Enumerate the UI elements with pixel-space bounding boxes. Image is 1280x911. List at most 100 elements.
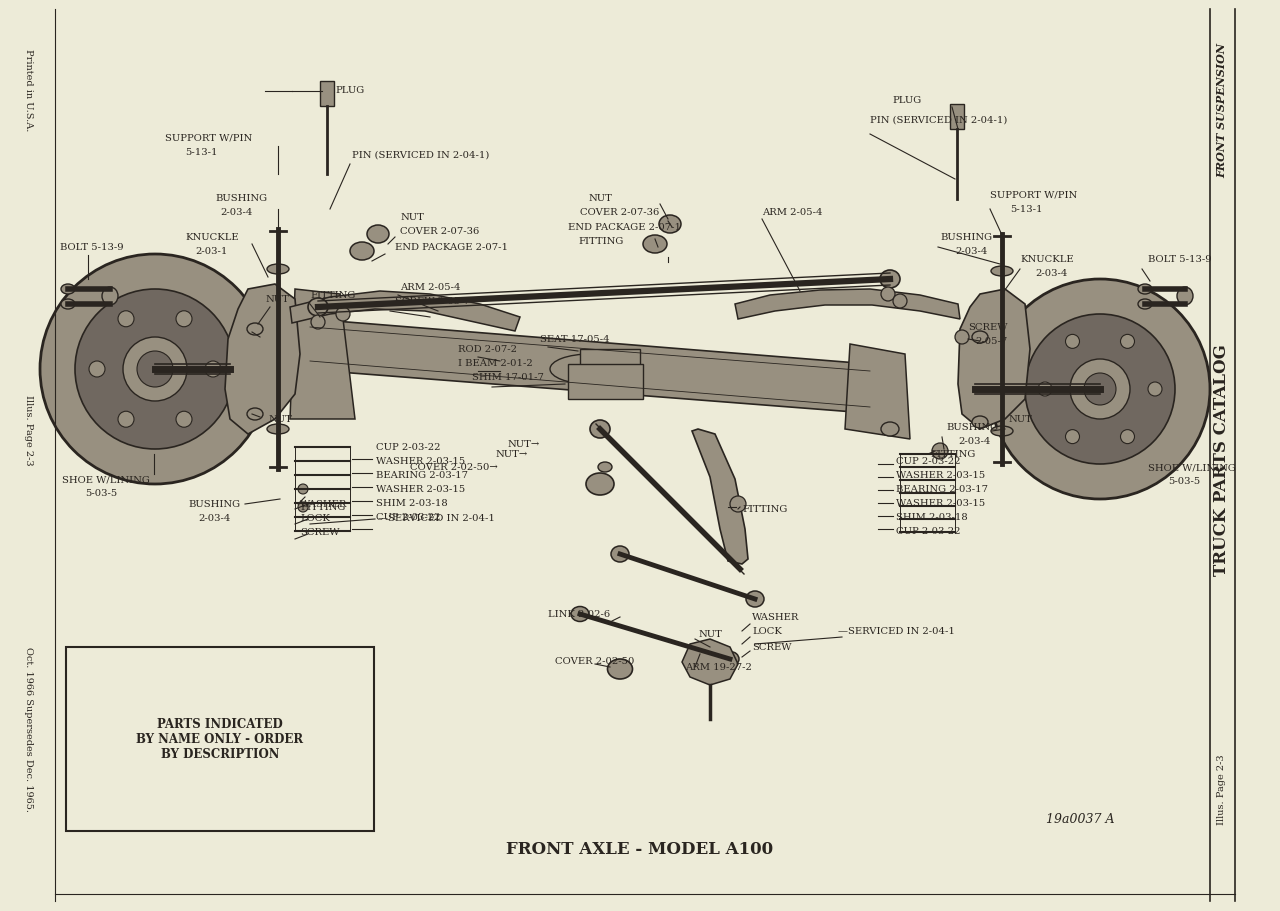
Ellipse shape: [991, 426, 1012, 436]
Text: FITTING: FITTING: [310, 291, 356, 299]
Text: NUT→: NUT→: [495, 450, 529, 459]
Circle shape: [1065, 335, 1079, 349]
Text: END PACKAGE 2-07-1: END PACKAGE 2-07-1: [568, 223, 681, 232]
Text: SCREW: SCREW: [968, 323, 1007, 333]
Text: —SERVICED IN 2-04-1: —SERVICED IN 2-04-1: [838, 627, 955, 636]
Text: BUSHING: BUSHING: [188, 500, 241, 509]
Ellipse shape: [349, 242, 374, 261]
Text: Illus. Page 2-3: Illus. Page 2-3: [23, 394, 32, 465]
Text: SEAT 17-05-4: SEAT 17-05-4: [540, 335, 609, 344]
Text: TRUCK PARTS CATALOG: TRUCK PARTS CATALOG: [1213, 343, 1230, 576]
Text: Oct. 1966 Supersedes Dec. 1965.: Oct. 1966 Supersedes Dec. 1965.: [23, 647, 32, 812]
Text: —SERVICED IN 2-04-1: —SERVICED IN 2-04-1: [378, 514, 495, 523]
Polygon shape: [225, 284, 300, 435]
Circle shape: [1065, 430, 1079, 445]
Ellipse shape: [247, 408, 262, 421]
Text: FITTING: FITTING: [579, 237, 623, 246]
Ellipse shape: [611, 547, 628, 562]
Circle shape: [90, 362, 105, 377]
Ellipse shape: [61, 300, 76, 310]
Text: SCREW 2-05-7: SCREW 2-05-7: [396, 297, 470, 306]
Circle shape: [311, 315, 325, 330]
Text: NUT: NUT: [698, 630, 722, 639]
Polygon shape: [291, 292, 520, 332]
Text: WASHER 2-03-15: WASHER 2-03-15: [376, 457, 465, 466]
Text: COVER 2-07-36: COVER 2-07-36: [580, 208, 659, 216]
Text: 2-03-1: 2-03-1: [195, 247, 228, 256]
Text: KNUCKLE: KNUCKLE: [186, 233, 238, 242]
Ellipse shape: [721, 651, 739, 667]
Text: Illus. Page 2-3: Illus. Page 2-3: [1217, 754, 1226, 824]
Text: WASHER 2-03-15: WASHER 2-03-15: [896, 499, 986, 508]
Text: SHOE W/LINING: SHOE W/LINING: [1148, 463, 1236, 472]
Text: PIN (SERVICED IN 2-04-1): PIN (SERVICED IN 2-04-1): [870, 116, 1007, 125]
Circle shape: [298, 503, 308, 512]
Text: BUSHING: BUSHING: [940, 233, 992, 242]
Circle shape: [1070, 360, 1130, 420]
Polygon shape: [957, 290, 1030, 429]
Polygon shape: [692, 429, 748, 565]
Text: WASHER 2-03-15: WASHER 2-03-15: [376, 485, 465, 494]
Circle shape: [137, 352, 173, 387]
Ellipse shape: [1138, 284, 1152, 294]
Text: 19a0037 A: 19a0037 A: [1046, 813, 1115, 825]
Ellipse shape: [586, 474, 614, 496]
FancyBboxPatch shape: [580, 350, 640, 380]
Text: WASHER 2-03-15: WASHER 2-03-15: [896, 471, 986, 480]
Text: WASHER: WASHER: [300, 500, 347, 509]
Ellipse shape: [972, 332, 988, 343]
Polygon shape: [735, 290, 960, 320]
Ellipse shape: [1138, 300, 1152, 310]
Text: BOLT 5-13-9: BOLT 5-13-9: [1148, 255, 1212, 264]
Text: SCREW: SCREW: [300, 527, 339, 537]
Circle shape: [1148, 383, 1162, 396]
Ellipse shape: [746, 591, 764, 608]
Circle shape: [1025, 314, 1175, 465]
Circle shape: [76, 290, 236, 449]
Text: I BEAM 2-01-2: I BEAM 2-01-2: [458, 359, 532, 368]
Text: CUP 2-03-22: CUP 2-03-22: [376, 513, 440, 522]
Text: PIN (SERVICED IN 2-04-1): PIN (SERVICED IN 2-04-1): [352, 150, 489, 159]
Ellipse shape: [571, 607, 589, 622]
Text: COVER 2-02-50→: COVER 2-02-50→: [411, 463, 498, 472]
Text: COVER 2-07-36: COVER 2-07-36: [399, 227, 479, 236]
Text: NUT: NUT: [1009, 415, 1032, 424]
FancyBboxPatch shape: [320, 82, 334, 107]
Circle shape: [40, 255, 270, 485]
Text: ARM 2-05-4: ARM 2-05-4: [762, 208, 823, 216]
Text: 5-03-5: 5-03-5: [1169, 477, 1201, 486]
Ellipse shape: [268, 265, 289, 275]
Text: LOCK: LOCK: [753, 627, 782, 636]
Circle shape: [989, 280, 1210, 499]
Text: LINK 2-02-6: LINK 2-02-6: [548, 609, 611, 619]
Text: 2-05-7: 2-05-7: [975, 337, 1007, 346]
Text: NUT: NUT: [265, 295, 289, 304]
Polygon shape: [845, 344, 910, 439]
Ellipse shape: [608, 660, 632, 680]
Text: BEARING 2-03-17: BEARING 2-03-17: [376, 471, 468, 480]
Text: CUP 2-03-22: CUP 2-03-22: [376, 443, 440, 452]
Text: 2-03-4: 2-03-4: [198, 514, 230, 523]
Ellipse shape: [991, 267, 1012, 277]
Text: 2-03-4: 2-03-4: [220, 208, 252, 216]
Text: FRONT SUSPENSION: FRONT SUSPENSION: [1216, 43, 1228, 178]
Text: PLUG: PLUG: [335, 86, 365, 95]
Text: SHIM 2-03-18: SHIM 2-03-18: [896, 513, 968, 522]
Text: FITTING: FITTING: [742, 505, 787, 514]
Ellipse shape: [590, 421, 611, 438]
Text: NUT→: NUT→: [508, 440, 540, 449]
Text: 2-03-4: 2-03-4: [955, 247, 987, 256]
Text: 5-03-5: 5-03-5: [84, 489, 118, 498]
Text: 5-13-1: 5-13-1: [1010, 204, 1042, 213]
Circle shape: [177, 312, 192, 327]
Text: PLUG: PLUG: [892, 96, 922, 105]
Circle shape: [1038, 383, 1052, 396]
Ellipse shape: [598, 463, 612, 473]
Circle shape: [932, 444, 948, 459]
Text: NUT: NUT: [399, 213, 424, 222]
Text: CUP 2-03-22: CUP 2-03-22: [896, 527, 960, 536]
Text: Printed in U.S.A.: Printed in U.S.A.: [23, 49, 32, 131]
Circle shape: [177, 412, 192, 428]
Text: ARM 19-27-2: ARM 19-27-2: [685, 663, 751, 671]
Circle shape: [118, 312, 134, 327]
